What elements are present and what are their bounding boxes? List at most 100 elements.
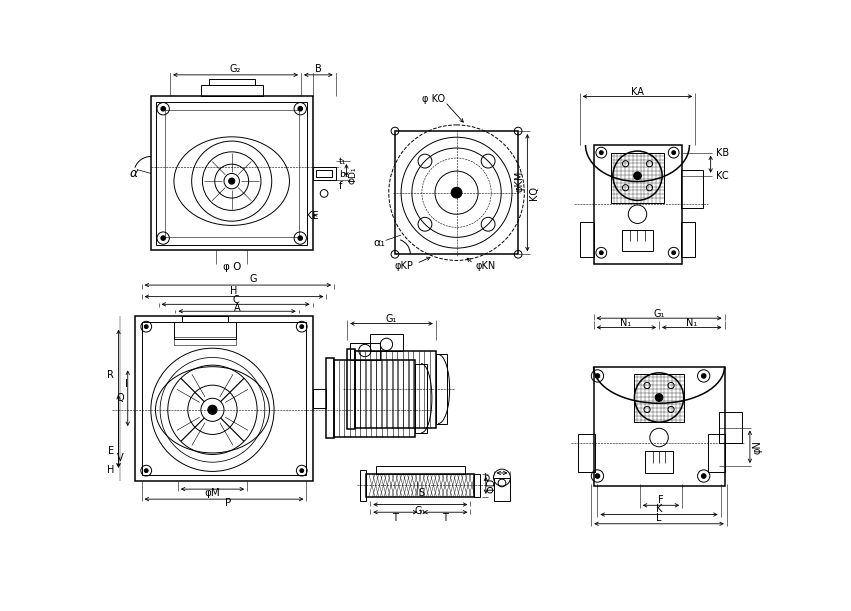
Bar [682, 222, 695, 257]
Circle shape [655, 393, 663, 401]
Circle shape [671, 251, 676, 255]
Text: T: T [392, 513, 398, 522]
Text: P: P [225, 498, 231, 508]
Circle shape [599, 151, 603, 155]
Circle shape [300, 324, 304, 329]
Bar [645, 452, 673, 473]
Circle shape [145, 324, 148, 329]
Bar [327, 358, 334, 438]
Bar [474, 474, 481, 497]
Bar [165, 110, 299, 236]
Bar [415, 364, 426, 433]
Circle shape [599, 251, 603, 255]
Text: G₂: G₂ [230, 64, 241, 74]
Bar [634, 375, 684, 422]
Text: G: G [249, 274, 257, 284]
Circle shape [451, 188, 462, 198]
Circle shape [161, 236, 165, 240]
Bar [436, 354, 448, 423]
Circle shape [298, 236, 303, 240]
Text: N₁: N₁ [620, 318, 631, 327]
Text: φKP: φKP [395, 261, 414, 271]
Circle shape [229, 178, 235, 184]
Text: KC: KC [716, 170, 728, 181]
Circle shape [298, 106, 303, 111]
Text: C: C [232, 296, 239, 306]
Circle shape [300, 469, 304, 472]
Text: KA: KA [631, 87, 644, 97]
Text: α₁: α₁ [374, 238, 386, 247]
Bar [578, 434, 595, 472]
Circle shape [595, 373, 600, 378]
Bar [174, 337, 236, 345]
Bar [367, 474, 474, 497]
Circle shape [595, 474, 600, 478]
Bar [580, 222, 594, 257]
Bar [355, 351, 436, 428]
Text: φKM: φKM [515, 170, 525, 192]
Bar [317, 170, 332, 177]
Text: φM: φM [204, 488, 220, 498]
Text: S: S [419, 488, 425, 498]
Text: H: H [231, 286, 237, 296]
Text: b: b [483, 472, 488, 483]
Text: N₁: N₁ [686, 318, 697, 327]
Text: Q: Q [117, 393, 124, 403]
Bar [334, 360, 415, 437]
Bar [370, 334, 403, 351]
Text: KQ: KQ [528, 186, 539, 200]
Text: KB: KB [716, 148, 729, 158]
Text: φN: φN [752, 440, 762, 454]
Text: t₁: t₁ [339, 156, 346, 166]
Text: A: A [234, 303, 240, 313]
Text: G₁: G₁ [386, 314, 397, 324]
Bar [594, 367, 724, 486]
Bar [719, 412, 742, 443]
Text: L: L [656, 513, 662, 524]
Text: ΦD₁: ΦD₁ [348, 166, 357, 184]
Bar [151, 97, 312, 251]
Bar [174, 322, 236, 339]
Text: KE: KE [306, 211, 319, 221]
Circle shape [208, 405, 217, 414]
Text: b₁: b₁ [339, 170, 348, 180]
Text: ΦD: ΦD [487, 478, 497, 493]
Bar [360, 470, 367, 500]
Text: G₁: G₁ [654, 309, 665, 318]
Bar [707, 434, 724, 472]
Text: φ KO: φ KO [422, 93, 445, 104]
Bar [494, 478, 511, 500]
Bar [610, 153, 665, 203]
Text: E: E [108, 445, 114, 456]
Text: I: I [125, 379, 128, 389]
Circle shape [145, 469, 148, 472]
Text: H: H [107, 465, 115, 475]
Bar [312, 167, 335, 180]
Bar [347, 349, 355, 429]
Circle shape [701, 373, 706, 378]
Circle shape [671, 151, 676, 155]
Bar [141, 322, 306, 475]
Text: φ O: φ O [222, 262, 241, 273]
Bar [208, 79, 254, 85]
Text: f: f [339, 181, 342, 191]
Bar [622, 230, 653, 251]
Text: $\alpha$: $\alpha$ [129, 167, 139, 180]
Bar [157, 102, 307, 245]
Bar [350, 343, 380, 360]
Text: G₁: G₁ [414, 506, 426, 516]
Text: B: B [316, 64, 322, 74]
Bar [594, 145, 683, 265]
Text: V: V [117, 453, 123, 463]
Bar [395, 131, 518, 254]
Bar [135, 316, 312, 481]
Text: T: T [442, 513, 448, 522]
Bar [375, 466, 465, 474]
Text: R: R [107, 370, 114, 380]
Text: F: F [658, 495, 664, 505]
Circle shape [634, 172, 642, 180]
Bar [181, 316, 228, 322]
Text: φKN: φKN [476, 261, 496, 271]
Circle shape [701, 474, 706, 478]
Circle shape [161, 106, 165, 111]
